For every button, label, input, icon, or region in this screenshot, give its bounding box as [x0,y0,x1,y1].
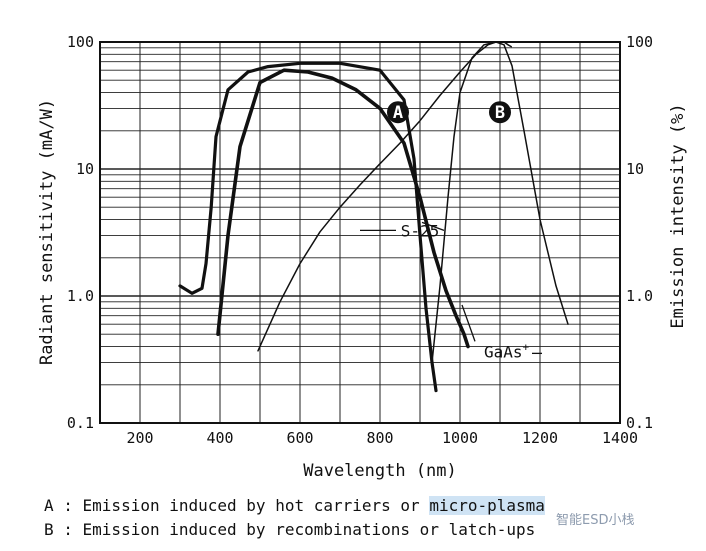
caption-b: B : Emission induced by recombinations o… [44,520,536,539]
caption-a-text: A : Emission induced by hot carriers or [44,496,430,515]
series-layer [178,41,569,393]
y-tick-label-right: 0.1 [626,414,653,432]
y-tick-label-left: 1.0 [67,287,94,305]
grid [100,42,620,423]
x-tick-label: 200 [126,429,153,447]
series-line-s-25 [178,61,438,393]
y-axis-left-title: Radiant sensitivity (mA/W) [37,99,57,365]
x-tick-label: 1400 [602,429,638,447]
caption-a-highlight: micro-plasma [429,496,545,515]
watermark: 智能ESD小栈 [556,513,635,528]
leader-line-gaas [461,304,476,342]
series-line-gaas- [431,41,512,364]
y-tick-label-right: 10 [626,160,644,178]
x-tick-label: 400 [206,429,233,447]
y-tick-label-right: 1.0 [626,287,653,305]
label-b: B [495,103,505,123]
label-b-badge [489,101,511,124]
caption-a: A : Emission induced by hot carriers or … [44,496,545,515]
label-a: A [393,103,403,123]
label-a-badge [387,101,409,124]
label-gaas: GaAs+ [484,340,530,361]
x-axis-title: Wavelength (nm) [303,461,457,481]
x-tick-label: 600 [286,429,313,447]
series-line-a [216,68,470,349]
tick-labels: 200 400 600 800 1000 1200 14000.11.0101000.11.… [67,33,653,447]
annotations: A B S-25 GaAs+ [360,101,542,361]
x-tick-label: 1200 [522,429,558,447]
y-tick-label-left: 10 [76,160,94,178]
label-s25: S-25 [401,221,440,240]
x-tick-label: 1000 [442,429,478,447]
series-line-b [257,41,569,352]
x-tick-label: 800 [366,429,393,447]
leader-line-s25 [421,221,445,232]
y-axis-right-title: Emission intensity (%) [668,103,688,328]
y-tick-label-right: 100 [626,33,653,51]
y-tick-label-left: 100 [67,33,94,51]
y-tick-label-left: 0.1 [67,414,94,432]
plot-frame [99,41,621,424]
